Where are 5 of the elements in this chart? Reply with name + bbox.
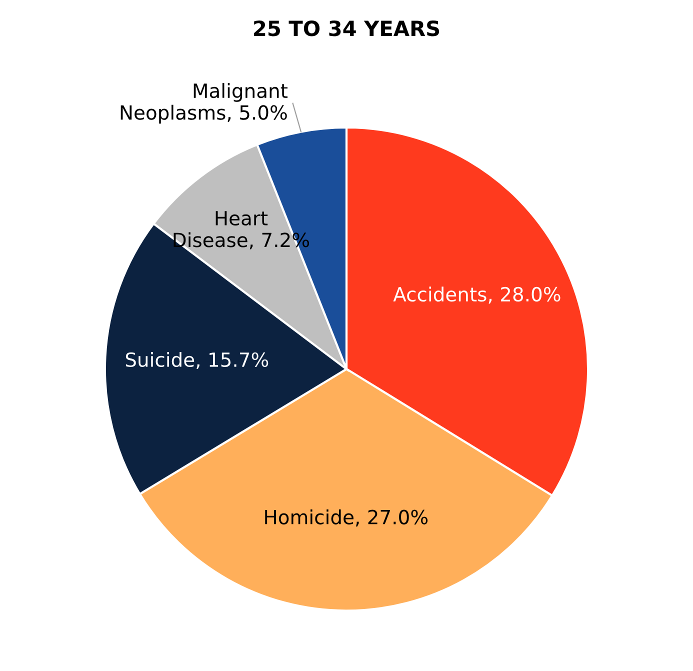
chart-title: 25 TO 34 YEARS xyxy=(254,20,440,36)
slice-label: Homicide, 27.0% xyxy=(265,509,428,526)
slice-label: Accidents, 28.0% xyxy=(393,286,560,304)
slice-label: Suicide, 15.7% xyxy=(126,352,268,370)
slice-label: Malignant Neoplasms, 5.0% xyxy=(120,83,288,124)
